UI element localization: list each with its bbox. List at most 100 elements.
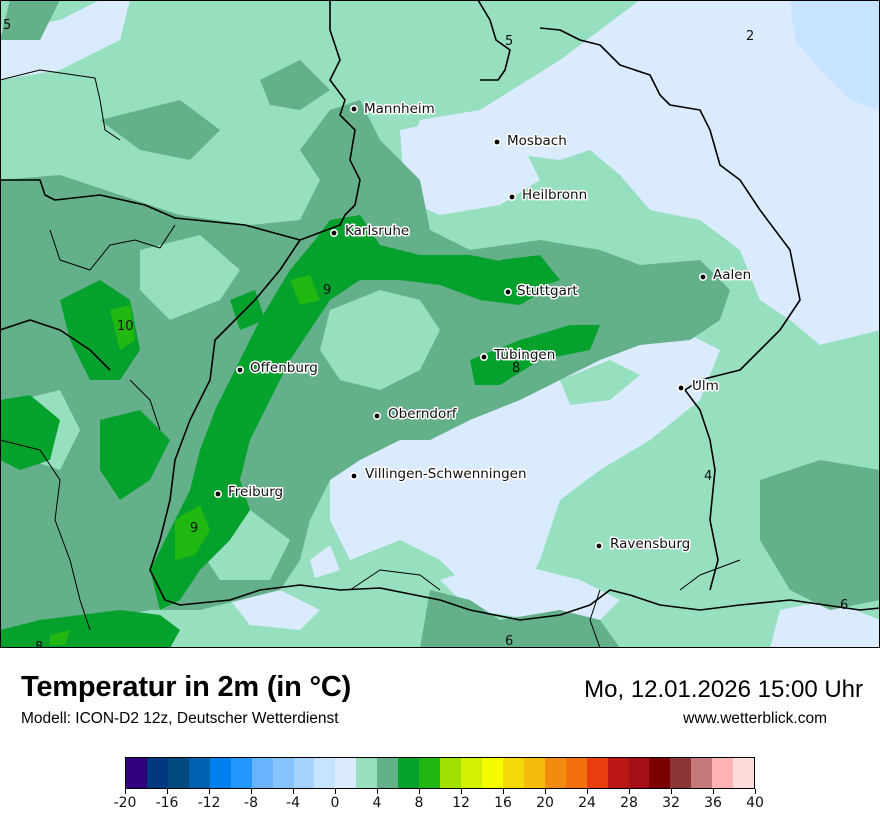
colorbar-bin: [649, 758, 671, 788]
colorbar-bin: [670, 758, 692, 788]
city-label: Freiburg: [228, 484, 283, 500]
colorbar-bin: [565, 758, 587, 788]
city-label: Karlsruhe: [345, 223, 409, 239]
colorbar-tick: [460, 789, 462, 794]
colorbar-tick: [418, 789, 420, 794]
city-oberndorf[interactable]: Oberndorf: [373, 405, 459, 424]
colorbar-tick: [250, 789, 252, 794]
city-mannheim[interactable]: Mannheim: [350, 100, 436, 119]
colorbar-bin: [502, 758, 524, 788]
colorbar-bin: [293, 758, 315, 788]
isotherm-label: 6: [840, 598, 848, 613]
colorbar-bin: [335, 758, 357, 788]
colorbar-tick-label: 32: [662, 795, 680, 811]
map-title: Temperatur in 2m (in °C): [21, 671, 352, 703]
colorbar-bin: [419, 758, 441, 788]
city-ravensburg[interactable]: Ravensburg: [595, 535, 692, 554]
city-tuebingen[interactable]: Tübingen: [480, 346, 557, 365]
colorbar-bin: [126, 758, 147, 788]
colorbar-bin: [733, 758, 755, 788]
model-subtitle: Modell: ICON-D2 12z, Deutscher Wetterdie…: [21, 710, 339, 727]
isotherm-label: 10: [117, 319, 134, 334]
city-label: Ravensburg: [610, 536, 690, 552]
isotherm-label: 2: [746, 29, 754, 44]
colorbar-bin: [712, 758, 734, 788]
map-canvas: 5 5 2 10 9 8 9 4 6 6 8 Mannheim Mosbach: [0, 0, 880, 648]
colorbar-bin: [230, 758, 252, 788]
zone-10-12: [50, 275, 320, 645]
city-karlsruhe[interactable]: Karlsruhe: [330, 222, 411, 241]
colorbar-tick-label: 16: [494, 795, 512, 811]
website-link[interactable]: www.wetterblick.com: [683, 710, 827, 727]
colorbar-bin: [398, 758, 420, 788]
colorbar-tick: [544, 789, 546, 794]
isotherm-label: 8: [35, 640, 43, 648]
city-heilbronn[interactable]: Heilbronn: [508, 186, 589, 205]
colorbar-bin: [461, 758, 482, 788]
city-markers: Mannheim Mosbach Heilbronn Karlsruhe Stu…: [214, 100, 753, 554]
colorbar-bin: [188, 758, 210, 788]
colorbar-bin: [377, 758, 399, 788]
colorbar-bin: [209, 758, 231, 788]
city-label: Heilbronn: [522, 187, 587, 203]
colorbar-tick-label: 20: [536, 795, 554, 811]
isotherm-label: 6: [505, 634, 513, 648]
colorbar-tick: [628, 789, 630, 794]
isotherm-label: 5: [505, 34, 513, 49]
city-label: Offenburg: [250, 360, 318, 376]
city-label: Oberndorf: [388, 406, 458, 422]
colorbar-tick-label: 0: [330, 795, 340, 811]
colorbar-tick-label: 40: [746, 795, 764, 811]
colorbar-ticks: -20 -16 -12 -8 -4 0 4 8 12 16 20 24 28 32 36 40: [114, 789, 764, 819]
colorbar-bin: [314, 758, 336, 788]
colorbar-bin: [586, 758, 608, 788]
colorbar-bin: [628, 758, 650, 788]
colorbar-bin: [272, 758, 294, 788]
city-mosbach[interactable]: Mosbach: [493, 132, 568, 151]
colorbar-bin: [523, 758, 545, 788]
city-offenburg[interactable]: Offenburg: [236, 359, 319, 378]
city-label: Stuttgart: [517, 283, 578, 299]
colorbar-tick: [376, 789, 378, 794]
colorbar-tick-label: 4: [372, 795, 382, 811]
colorbar-tick-label: -12: [197, 795, 221, 811]
city-villingen-schwenningen[interactable]: Villingen-Schwenningen: [350, 465, 528, 484]
colorbar-tick: [124, 789, 126, 794]
temperature-map[interactable]: 5 5 2 10 9 8 9 4 6 6 8 Mannheim Mosbach: [0, 0, 880, 648]
city-stuttgart[interactable]: Stuttgart: [504, 282, 579, 301]
colorbar-tick-label: -16: [155, 795, 179, 811]
zone-0-2: [0, 0, 880, 648]
colorbar-tick: [334, 789, 336, 794]
colorbar-bin: [167, 758, 189, 788]
isotherm-label: 5: [3, 18, 11, 33]
city-freiburg[interactable]: Freiburg: [214, 483, 285, 502]
city-label: Ulm: [692, 378, 719, 394]
city-label: Aalen: [713, 267, 751, 283]
colorbar-tick: [208, 789, 210, 794]
temperature-colorbar: [125, 757, 755, 789]
city-label: Mosbach: [507, 133, 567, 149]
colorbar-bin: [440, 758, 461, 788]
city-ulm[interactable]: Ulm: [677, 377, 720, 396]
colorbar-tick: [586, 789, 588, 794]
zone-neg2-0: [790, 0, 880, 110]
isotherm-label: 9: [190, 521, 198, 536]
isotherm-labels: 5 5 2 10 9 8 9 4 6 6 8: [3, 18, 848, 648]
colorbar-tick: [166, 789, 168, 794]
city-aalen[interactable]: Aalen: [699, 266, 753, 285]
colorbar-tick-label: 28: [620, 795, 638, 811]
city-label: Tübingen: [493, 347, 555, 363]
colorbar-bin: [356, 758, 378, 788]
colorbar-bin: [607, 758, 629, 788]
isotherm-label: 8: [512, 361, 520, 376]
colorbar-tick-label: 8: [414, 795, 424, 811]
colorbar-tick-label: -8: [244, 795, 258, 811]
colorbar-bin: [481, 758, 503, 788]
colorbar-tick-label: -20: [113, 795, 137, 811]
colorbar-bin: [146, 758, 168, 788]
isotherm-label: 4: [704, 469, 712, 484]
county-borders: [0, 69, 741, 648]
valid-datetime: Mo, 12.01.2026 15:00 Uhr: [584, 676, 863, 703]
colorbar-tick: [754, 789, 756, 794]
colorbar-tick-label: 24: [578, 795, 596, 811]
